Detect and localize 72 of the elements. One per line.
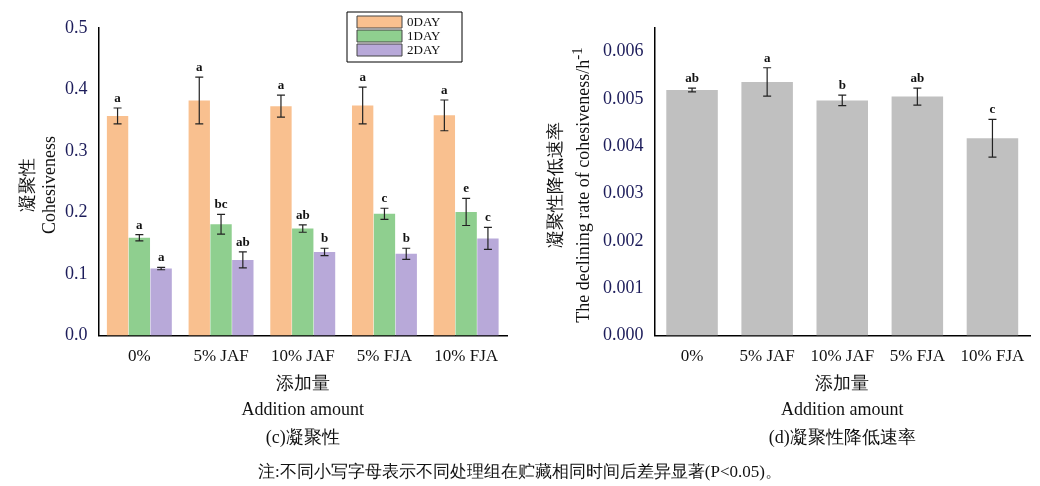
bar xyxy=(210,224,232,336)
data-label: bc xyxy=(214,196,228,212)
data-label: a xyxy=(157,249,165,265)
x-tick-label: 5% FJA xyxy=(889,346,946,366)
x-tick-label: 0% xyxy=(128,346,151,366)
y-tick-label: 0.5 xyxy=(65,16,88,37)
bar xyxy=(313,251,336,336)
legend-label: 0DAY xyxy=(407,14,442,30)
y-tick-label: 0.003 xyxy=(603,182,644,203)
bar xyxy=(666,89,718,336)
bar xyxy=(351,105,374,336)
bar xyxy=(373,213,396,336)
y-tick-label: 0.0 xyxy=(65,324,88,345)
data-label: a xyxy=(441,81,449,97)
x-tick-label: 0% xyxy=(680,346,704,366)
data-label: c xyxy=(989,101,996,117)
data-label: b xyxy=(402,230,410,246)
bar xyxy=(455,211,477,336)
text: (d)凝聚性降低速率 xyxy=(768,426,916,449)
data-label: ab xyxy=(910,69,925,85)
legend-label: 2DAY xyxy=(407,42,442,58)
data-label: a xyxy=(136,216,144,232)
x-tick-label: 10% JAF xyxy=(810,346,875,366)
data-label: c xyxy=(485,209,492,225)
data-label: a xyxy=(359,68,367,84)
bar xyxy=(816,100,869,336)
data-label: a xyxy=(196,59,204,75)
bar xyxy=(270,106,292,336)
bar xyxy=(150,268,172,336)
bar xyxy=(128,237,151,336)
x-tick-label: 5% JAF xyxy=(193,346,249,366)
bar xyxy=(188,100,210,336)
bar xyxy=(232,259,254,336)
y-tick-label: 0.001 xyxy=(603,277,644,298)
bar xyxy=(106,115,129,336)
x-axis-title: 添加量 Addition amount xyxy=(241,372,364,421)
x-axis-title: 添加量 Addition amount xyxy=(781,372,904,421)
x-tick-label: 5% FJA xyxy=(356,346,413,366)
bar xyxy=(966,138,1019,336)
bar xyxy=(741,81,793,336)
y-tick-label: 0.002 xyxy=(603,229,644,250)
data-label: a xyxy=(114,89,122,105)
data-label: a xyxy=(277,76,285,92)
data-label: ab xyxy=(295,206,310,222)
y-tick-label: 0.005 xyxy=(603,87,644,108)
y-tick-label: 0.006 xyxy=(603,40,644,61)
y-tick-label: 0.4 xyxy=(65,78,88,99)
x-tick-label: 10% FJA xyxy=(434,346,499,366)
y-tick-label: 0.1 xyxy=(65,262,88,283)
text: 注:不同小写字母表示不同处理组在贮藏相同时间后差异显著(P<0.05)。 xyxy=(257,461,783,483)
bar xyxy=(292,228,314,336)
data-label: c xyxy=(381,190,388,206)
y-axis-title: 凝聚性 Cohesiveness xyxy=(16,136,60,234)
x-tick-label: 10% FJA xyxy=(960,346,1026,366)
text: (c)凝聚性 xyxy=(265,426,340,449)
data-label: b xyxy=(320,230,329,246)
bar xyxy=(433,115,456,336)
y-tick-label: 0.3 xyxy=(65,139,88,160)
bar xyxy=(395,253,417,336)
y-tick-label: 0.004 xyxy=(603,135,644,156)
bar xyxy=(891,96,944,336)
y-tick-label: 0.000 xyxy=(603,324,644,345)
data-label: ab xyxy=(685,69,699,85)
data-label: e xyxy=(463,180,470,196)
data-label: b xyxy=(838,77,846,93)
x-tick-label: 10% JAF xyxy=(270,346,335,366)
x-tick-label: 5% JAF xyxy=(739,346,795,366)
legend-label: 1DAY xyxy=(407,28,442,44)
data-label: ab xyxy=(235,233,250,249)
bar xyxy=(477,238,499,336)
data-label: a xyxy=(763,49,771,65)
y-tick-label: 0.2 xyxy=(65,201,88,222)
